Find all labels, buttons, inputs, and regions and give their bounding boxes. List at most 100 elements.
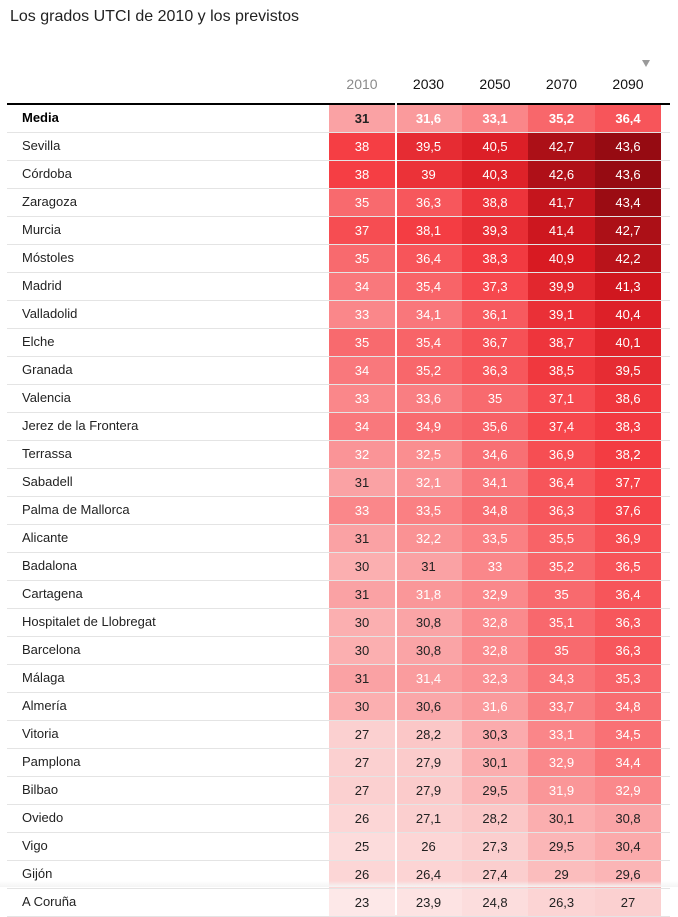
heatmap-cell: 32,9 — [462, 581, 528, 608]
heatmap-cell: 36,5 — [595, 553, 661, 580]
heatmap-cell: 36,3 — [462, 357, 528, 384]
column-header-2010[interactable]: 2010 — [346, 76, 378, 92]
heatmap-cell: 33 — [462, 553, 528, 580]
row-label: Vigo — [22, 838, 48, 853]
heatmap-cell: 31 — [329, 469, 395, 496]
heatmap-cell: 32 — [329, 441, 395, 468]
row-label: Córdoba — [22, 166, 72, 181]
row-label: Jerez de la Frontera — [22, 418, 139, 433]
row-label: Palma de Mallorca — [22, 502, 130, 517]
row-label: Elche — [22, 334, 55, 349]
heatmap-cell: 35 — [528, 581, 595, 608]
heatmap-cell: 27 — [329, 721, 395, 748]
heatmap-cell: 32,9 — [595, 777, 661, 804]
column-header-2070[interactable]: 2070 — [545, 76, 578, 92]
heatmap-cell: 42,6 — [528, 161, 595, 188]
heatmap-cell: 36,7 — [462, 329, 528, 356]
row-label: Almería — [22, 698, 67, 713]
heatmap-cell: 39,9 — [528, 273, 595, 300]
heatmap-cell: 34,1 — [462, 469, 528, 496]
heatmap-cell: 30,6 — [395, 693, 462, 720]
heatmap-cell: 30,3 — [462, 721, 528, 748]
heatmap-cell: 32,2 — [395, 525, 462, 552]
heatmap-cell: 24,8 — [462, 889, 528, 916]
heatmap-cell: 36,3 — [595, 609, 661, 636]
heatmap-cell: 34,8 — [462, 497, 528, 524]
table-row: Vitoria 27 28,2 30,3 33,1 34,5 — [7, 721, 670, 749]
row-label: Móstoles — [22, 250, 75, 265]
heatmap-cell: 33,5 — [395, 497, 462, 524]
heatmap-cell: 35,5 — [528, 525, 595, 552]
table-row: Elche 35 35,4 36,7 38,7 40,1 — [7, 329, 670, 357]
table-row: Bilbao 27 27,9 29,5 31,9 32,9 — [7, 777, 670, 805]
heatmap-cell: 42,7 — [595, 217, 661, 244]
column-header-2030[interactable]: 2030 — [412, 76, 445, 92]
table-row: Murcia 37 38,1 39,3 41,4 42,7 — [7, 217, 670, 245]
table-row: Almería 30 30,6 31,6 33,7 34,8 — [7, 693, 670, 721]
heatmap-cell: 34 — [329, 357, 395, 384]
heatmap-cell: 31,4 — [395, 665, 462, 692]
heatmap-cell: 38,8 — [462, 189, 528, 216]
column-divider — [395, 103, 397, 915]
heatmap-cell: 25 — [329, 833, 395, 860]
heatmap-cell: 34,8 — [595, 693, 661, 720]
sort-descending-icon[interactable] — [642, 60, 650, 67]
heatmap-cell: 35 — [462, 385, 528, 412]
table-row: Granada 34 35,2 36,3 38,5 39,5 — [7, 357, 670, 385]
heatmap-cell: 27,1 — [395, 805, 462, 832]
heatmap-cell: 35,2 — [528, 105, 595, 132]
heatmap-cell: 30 — [329, 637, 395, 664]
column-header-2090[interactable]: 2090 — [612, 76, 644, 92]
heatmap-cell: 37 — [329, 217, 395, 244]
table-row: Zaragoza 35 36,3 38,8 41,7 43,4 — [7, 189, 670, 217]
row-label: A Coruña — [22, 894, 77, 909]
heatmap-cell: 36,4 — [595, 105, 661, 132]
heatmap-cell: 32,1 — [395, 469, 462, 496]
heatmap-cell: 35,3 — [595, 665, 661, 692]
heatmap-cell: 36,4 — [528, 469, 595, 496]
heatmap-cell: 35,2 — [528, 553, 595, 580]
row-label: Málaga — [22, 670, 65, 685]
heatmap-cell: 31 — [395, 553, 462, 580]
heatmap-cell: 32,8 — [462, 609, 528, 636]
table-row: Madrid 34 35,4 37,3 39,9 41,3 — [7, 273, 670, 301]
heatmap-cell: 36,9 — [595, 525, 661, 552]
table-row: Gijón 26 26,4 27,4 29 29,6 — [7, 861, 670, 889]
table-row: Valencia 33 33,6 35 37,1 38,6 — [7, 385, 670, 413]
heatmap-cell: 33,1 — [462, 105, 528, 132]
row-label: Gijón — [22, 866, 53, 881]
row-label: Valladolid — [22, 306, 78, 321]
heatmap-cell: 39,3 — [462, 217, 528, 244]
row-label: Pamplona — [22, 754, 81, 769]
heatmap-cell: 30,1 — [528, 805, 595, 832]
heatmap-cell: 34,3 — [528, 665, 595, 692]
table-row: Cartagena 31 31,8 32,9 35 36,4 — [7, 581, 670, 609]
heatmap-cell: 37,4 — [528, 413, 595, 440]
heatmap-cell: 43,6 — [595, 161, 661, 188]
heatmap-cell: 43,6 — [595, 133, 661, 160]
table-row: Badalona 30 31 33 35,2 36,5 — [7, 553, 670, 581]
heatmap-cell: 31 — [329, 665, 395, 692]
heatmap-cell: 35 — [329, 245, 395, 272]
heatmap-cell: 39,1 — [528, 301, 595, 328]
heatmap-table: 2010 2030 2050 2070 2090 Media 31 31,6 33,1 35,2… — [7, 70, 670, 917]
heatmap-cell: 38 — [329, 133, 395, 160]
heatmap-cell: 34 — [329, 413, 395, 440]
heatmap-cell: 33 — [329, 385, 395, 412]
table-row: Palma de Mallorca 33 33,5 34,8 36,3 37,6 — [7, 497, 670, 525]
heatmap-cell: 35,1 — [528, 609, 595, 636]
heatmap-cell: 32,5 — [395, 441, 462, 468]
heatmap-cell: 27 — [329, 749, 395, 776]
row-label: Alicante — [22, 530, 69, 545]
table-body: Media 31 31,6 33,1 35,2 36,4 Sevilla 38 39,5 40,5… — [7, 105, 670, 917]
row-label: Media — [22, 110, 59, 125]
table-row: Barcelona 30 30,8 32,8 35 36,3 — [7, 637, 670, 665]
heatmap-cell: 40,9 — [528, 245, 595, 272]
heatmap-cell: 33,7 — [528, 693, 595, 720]
heatmap-cell: 38,1 — [395, 217, 462, 244]
heatmap-cell: 26 — [329, 805, 395, 832]
heatmap-cell: 33 — [329, 497, 395, 524]
column-header-2050[interactable]: 2050 — [479, 76, 511, 92]
table-row: Alicante 31 32,2 33,5 35,5 36,9 — [7, 525, 670, 553]
heatmap-cell: 39 — [395, 161, 462, 188]
